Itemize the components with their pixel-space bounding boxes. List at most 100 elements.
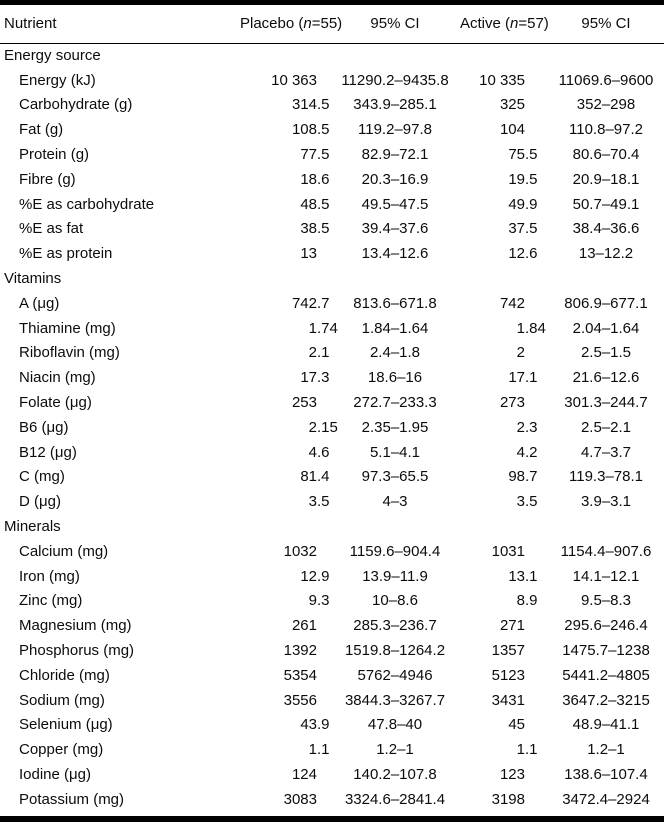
nutrient-label: Iron (mg) [19,567,80,585]
placebo-ci: 18.6–16 [367,369,423,387]
table-row: Energy (kJ) 10 363 11290.2–9435.8 10 335 110… [0,68,664,93]
active-value-fraction-part: .5 [525,170,538,188]
active-value-integer-part: 2 [516,344,525,362]
active-value-fraction-part: .5 [525,220,538,238]
placebo-value-integer-part: 77 [300,146,317,164]
placebo-ci: 10–8.6 [372,592,418,610]
active-value: 271 [460,613,548,638]
active-value-integer-part: 45 [508,716,525,734]
nutrient-label: Copper (mg) [19,741,104,759]
active-value: 45 [460,713,548,738]
table-row: Sodium (mg) 3556 3844.3–3267.7 3431 3647.2–3… [0,688,664,713]
table-row: Folate (μg) 253 272.7–233.3 273 301.3–244.7 [0,390,664,415]
nutrient-label: Sodium (mg) [19,691,105,709]
placebo-value-integer-part: 38 [300,220,317,238]
table-row: B6 (μg) 2.15 2.35–1.95 2.3 2.5–2.1 [0,415,664,440]
placebo-ci: 13.9–11.9 [362,567,428,585]
active-value-integer-part: 75 [508,146,525,164]
placebo-value-integer-part: 81 [300,468,317,486]
placebo-value: 1392 [240,638,330,663]
nutrient-label: Riboflavin (mg) [19,344,120,362]
placebo-value: 38.5 [240,217,330,242]
nutrient-label: Potassium (mg) [19,790,125,808]
active-value: 98.7 [460,465,548,490]
placebo-value: 3.5 [240,489,330,514]
table-header: Nutrient Placebo (n=55) 95% CI Active (n… [0,5,664,44]
placebo-value-integer-part: 1392 [283,642,317,660]
active-ci: 2.5–1.5 [580,344,632,362]
table-row: C (mg) 81.4 97.3–65.5 98.7 119.3–78.1 [0,465,664,490]
placebo-value-integer-part: 18 [300,170,317,188]
active-value: 8.9 [460,589,548,614]
placebo-value-fraction-part: .1 [317,344,330,362]
section-title: Minerals [4,518,61,536]
table-row: %E as carbohydrate 48.5 49.5–47.5 49.9 50.7–… [0,192,664,217]
active-value-integer-part: 2 [516,418,525,436]
placebo-value: 261 [240,613,330,638]
placebo-value-integer-part: 253 [291,394,317,412]
placebo-value-integer-part: 4 [308,443,317,461]
placebo-ci: 39.4–37.6 [361,220,429,238]
active-value: 1357 [460,638,548,663]
active-value-integer-part: 13 [508,567,525,585]
active-value-integer-part: 273 [499,394,525,412]
active-value-fraction-part: .1 [525,369,538,387]
nutrient-label: Thiamine (mg) [19,319,116,337]
table-row: Carbohydrate (g) 314.5 343.9–285.1 325 352–2… [0,93,664,118]
nutrient-label: %E as carbohydrate [19,195,155,213]
placebo-value-integer-part: 2 [308,344,317,362]
nutrient-label: Fibre (g) [19,170,76,188]
active-value-integer-part: 49 [508,195,525,213]
placebo-value-fraction-part: .4 [317,468,330,486]
table-row: Niacin (mg) 17.3 18.6–16 17.1 21.6–12.6 [0,365,664,390]
table-row: Phosphorus (mg) 1392 1519.8–1264.2 1357 1475… [0,638,664,663]
active-value: 4.2 [460,440,548,465]
placebo-value-integer-part: 261 [291,617,317,635]
active-value: 2 [460,341,548,366]
col-header-placebo: Placebo (n=55) [240,5,342,44]
active-value-integer-part: 37 [508,220,525,238]
placebo-value-fraction-part: .15 [317,418,338,436]
placebo-ci: 20.3–16.9 [361,170,429,188]
active-value-fraction-part: .6 [525,245,538,263]
active-value: 1.1 [460,737,548,762]
table-row: D (μg) 3.5 4–3 3.5 3.9–3.1 [0,489,664,514]
placebo-ci: 2.4–1.8 [369,344,421,362]
nutrient-label: Iodine (μg) [19,766,92,783]
table-row: Selenium (μg) 43.9 47.8–40 45 48.9–41.1 [0,713,664,738]
active-value: 273 [460,390,548,415]
active-value-integer-part: 1031 [491,542,525,560]
active-value: 10 335 [460,68,548,93]
active-value-integer-part: 8 [516,592,525,610]
nutrient-label: Protein (g) [19,146,90,164]
table-row: Zinc (mg) 9.3 10–8.6 8.9 9.5–8.3 [0,589,664,614]
placebo-value: 4.6 [240,440,330,465]
active-ci: 138.6–107.4 [564,766,648,783]
placebo-ci: 5.1–4.1 [369,443,421,461]
placebo-value: 10 363 [240,68,330,93]
table-row: A (μg) 742.7 813.6–671.8 742 806.9–677.1 [0,291,664,316]
placebo-ci: 4–3 [382,493,408,511]
section-row: Minerals [0,514,664,539]
placebo-value-fraction-part: .5 [317,220,330,238]
placebo-value: 1.74 [240,316,338,341]
active-value-fraction-part: .7 [525,468,538,486]
table-row: Calcium (mg) 1032 1159.6–904.4 1031 1154.4–9… [0,539,664,564]
active-value: 3431 [460,688,548,713]
active-value: 75.5 [460,142,548,167]
active-value-fraction-part: .9 [525,195,538,213]
nutrient-label: B12 (μg) [19,443,77,461]
active-value-integer-part: 19 [508,170,525,188]
active-value-fraction-part: .5 [525,146,538,164]
nutrient-label: Phosphorus (mg) [19,642,135,660]
table-row: Potassium (mg) 3083 3324.6–2841.4 3198 3472.… [0,787,664,812]
col-header-nutrient: Nutrient [0,5,240,44]
placebo-value-fraction-part: .9 [317,567,330,585]
placebo-value: 253 [240,390,330,415]
active-value: 3.5 [460,489,548,514]
active-value-integer-part: 12 [508,245,525,263]
active-ci: 3472.4–2924 [562,790,650,808]
active-value: 12.6 [460,241,548,266]
active-value-integer-part: 5123 [491,666,525,684]
active-value-integer-part: 3431 [491,691,525,709]
